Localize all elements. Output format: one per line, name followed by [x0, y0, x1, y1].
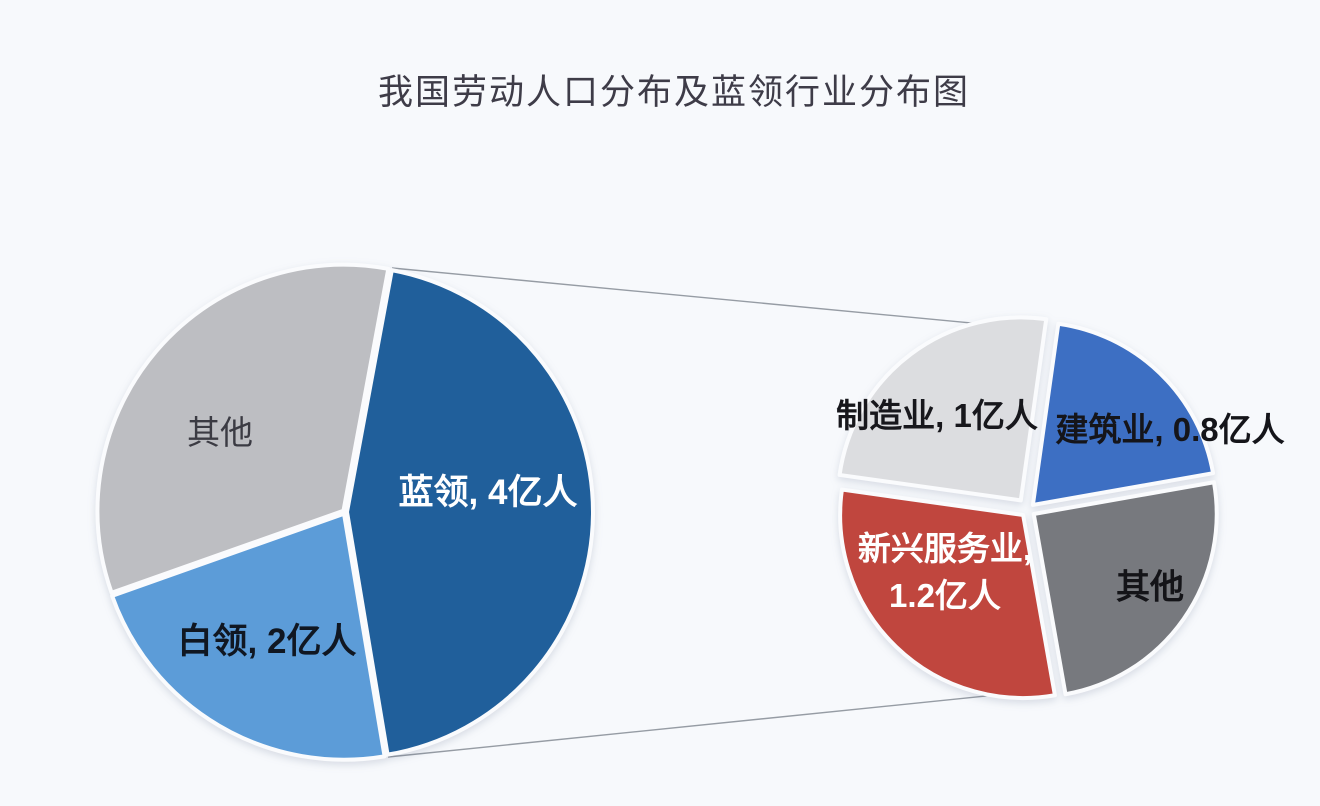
- pie1-slice-other: [95, 262, 391, 595]
- label-manufacturing: 制造业, 1亿人: [836, 397, 1038, 435]
- label-white-collar: 白领, 2亿人: [177, 622, 357, 661]
- label-construction: 建筑业, 0.8亿人: [1055, 411, 1285, 449]
- chart-title: 我国劳动人口分布及蓝领行业分布图: [377, 73, 971, 112]
- pie1-slice-blue-collar: [345, 268, 595, 757]
- pie2-slice-other: [1031, 480, 1219, 697]
- pie1-slice-white-collar: [110, 511, 387, 762]
- label-emerging-services-line2: 1.2亿人: [889, 577, 1001, 614]
- pie2-slice-construction: [1030, 321, 1216, 507]
- pie2-slice-manufacturing: [837, 315, 1049, 503]
- connector-line-bottom: [387, 689, 1046, 758]
- pie-blue_collar_industry_distribution: [837, 315, 1219, 701]
- connector-line-top: [391, 267, 1046, 331]
- label-other-right: 其他: [1116, 568, 1184, 607]
- pie-labor_population_distribution: [95, 262, 595, 762]
- label-emerging-services: 新兴服务业, 1.2亿人: [858, 525, 1032, 619]
- label-blue-collar: 蓝领, 4亿人: [398, 473, 578, 512]
- label-emerging-services-line1: 新兴服务业,: [857, 530, 1033, 567]
- pie2-slice-emerging-services: [838, 487, 1057, 701]
- label-other-left: 其他: [187, 414, 253, 452]
